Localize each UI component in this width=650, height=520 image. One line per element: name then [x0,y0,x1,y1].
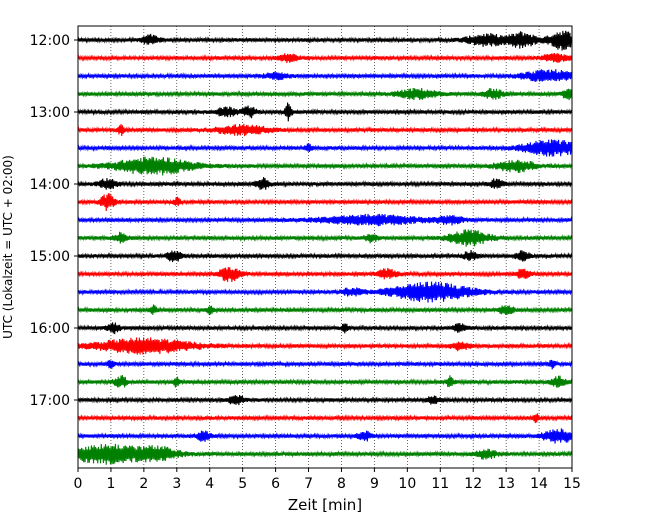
trace-line [77,69,573,82]
y-tick-label: 16:00 [30,321,70,337]
trace-line [77,359,573,370]
x-tick-label: 7 [304,476,313,492]
trace-line [77,443,573,465]
x-tick-label: 3 [172,476,181,492]
x-tick-label: 14 [530,476,548,492]
y-tick-label: 12:00 [30,33,70,49]
y-tick-label: 17:00 [30,393,70,409]
x-tick-label: 15 [563,476,581,492]
trace-line [77,281,573,303]
x-tick-label: 9 [370,476,379,492]
trace-line [77,266,573,283]
plot-frame [77,25,573,469]
x-tick-label: 1 [106,476,115,492]
x-tick-label: 8 [337,476,346,492]
trace-line [77,193,573,211]
trace-line [77,123,573,137]
trace-line [77,53,573,64]
y-axis-label: UTC (Lokalzeit = UTC + 02:00) [1,155,15,339]
x-axis-label: Zeit [min] [288,496,362,514]
trace-line [77,156,573,176]
x-tick-label: 11 [431,476,449,492]
trace-line [77,413,573,424]
trace-line [77,88,573,101]
traces-group [77,30,573,465]
trace-line [77,229,573,247]
trace-line [77,304,573,316]
x-tick-label: 6 [271,476,280,492]
trace-line [77,213,573,227]
trace-line [77,428,573,444]
trace-line [77,375,573,388]
x-tick-label: 2 [139,476,148,492]
x-tick-label: 4 [205,476,214,492]
x-tick-label: 0 [74,476,83,492]
trace-line [77,322,573,335]
trace-line [77,249,573,263]
y-tick-label: 13:00 [30,105,70,121]
x-tick-label: 5 [238,476,247,492]
trace-line [77,395,573,406]
y-axis-ticks: 12:00 13:00 14:00 15:00 16:00 17:00 [30,33,78,409]
x-tick-label: 13 [497,476,515,492]
trace-line [77,30,573,51]
x-tick-label: 12 [464,476,482,492]
y-tick-label: 15:00 [30,249,70,265]
y-tick-label: 14:00 [30,177,70,193]
trace-line [77,139,573,157]
trace-line [77,176,573,190]
trace-line [77,337,573,355]
x-axis-ticks: 0 1 2 3 4 5 6 7 8 9 10 11 12 13 14 15 [74,468,581,492]
x-tick-label: 10 [398,476,416,492]
trace-line [77,102,573,122]
